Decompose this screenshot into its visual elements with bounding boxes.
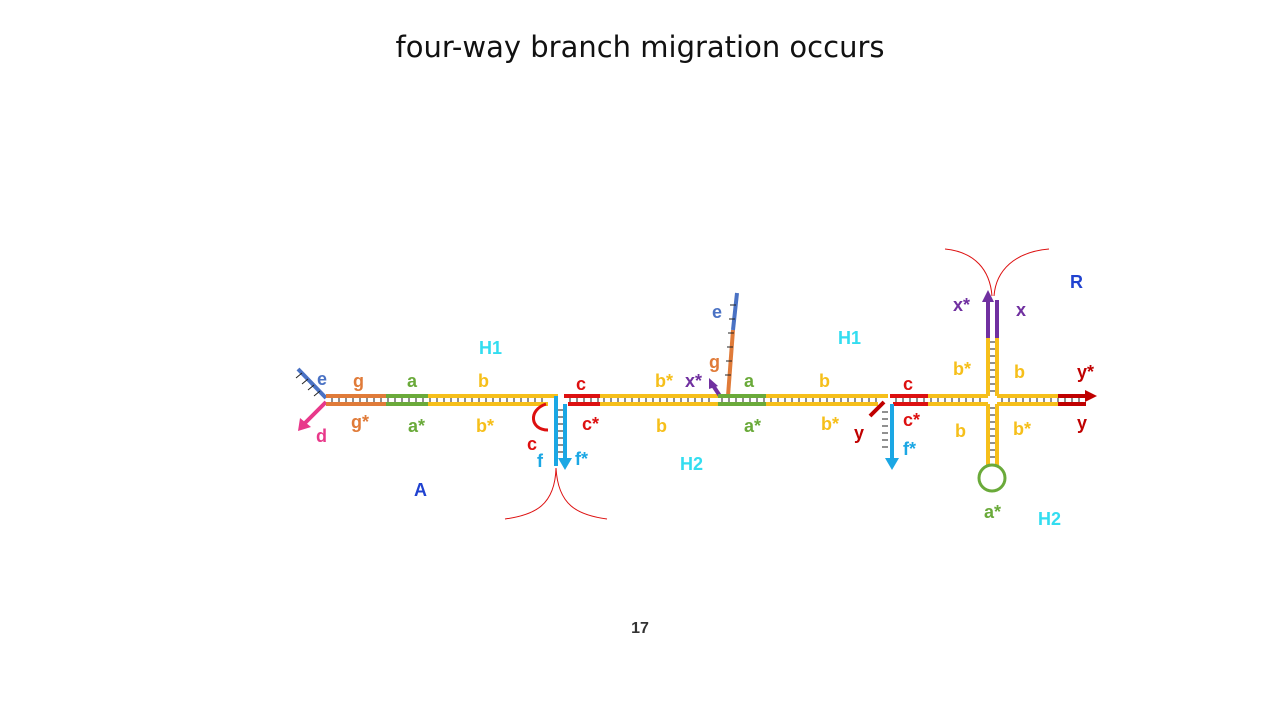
complex-label-r: R	[1070, 272, 1083, 292]
arrowhead-d	[298, 418, 311, 431]
label-g-left: g	[353, 371, 364, 391]
label-x-star-mid: x*	[685, 371, 702, 391]
strand-c-loop	[532, 402, 549, 432]
label-y-right: y	[1077, 413, 1087, 433]
base-pair-ticks	[295, 304, 1080, 458]
label-a-left: a	[407, 371, 418, 391]
arrowhead-x-star-up	[982, 290, 994, 302]
label-y-star: y*	[1077, 362, 1094, 382]
arrowhead-x-star-mid	[709, 378, 718, 389]
label-f-star-right: f*	[903, 439, 916, 459]
label-f-left: f	[537, 451, 544, 471]
label-d: d	[316, 426, 327, 446]
label-e-mid: e	[712, 302, 722, 322]
thin-arc-left-b	[555, 467, 608, 520]
label-b-star-mid-right: b*	[821, 414, 839, 434]
label-a-star-mid: a*	[744, 416, 761, 436]
label-g-star-left: g*	[351, 412, 369, 432]
label-b-mid-bottom: b	[656, 416, 667, 436]
base-pair-tick	[307, 384, 315, 391]
thin-arc-right-a	[944, 248, 993, 297]
label-e-left: e	[317, 369, 327, 389]
strand-e-mid	[731, 292, 739, 331]
thin-arc-right-b	[993, 248, 1050, 297]
label-b-right-top: b	[1014, 362, 1025, 382]
complex-label-a: A	[414, 480, 427, 500]
label-h2-right: H2	[1038, 509, 1061, 529]
base-pair-tick	[295, 372, 303, 379]
complex-label-h1-right: H1	[838, 328, 861, 348]
strand-a-star-loop	[977, 463, 1007, 493]
label-c-left-top: c	[576, 374, 586, 394]
label-c-loop: c	[527, 434, 537, 454]
label-c-star-left: c*	[582, 414, 599, 434]
slide-title: four-way branch migration occurs	[395, 30, 885, 64]
label-a-mid: a	[744, 371, 755, 391]
arrowhead-f-star-right	[885, 458, 899, 470]
label-c-star-right: c*	[903, 410, 920, 430]
complex-label-h1-left: H1	[479, 338, 502, 358]
arrowhead-y-star	[1085, 390, 1097, 402]
label-b-mid-right: b	[819, 371, 830, 391]
label-a-star-right: a*	[984, 502, 1001, 522]
label-f-star-left: f*	[575, 449, 588, 469]
label-b-star-right-bottom: b*	[1013, 419, 1031, 439]
label-h2-mid: H2	[680, 454, 703, 474]
label-a-star-left: a*	[408, 416, 425, 436]
label-b-star-mid: b*	[655, 371, 673, 391]
label-b-star-left: b*	[476, 416, 494, 436]
label-x-star-right: x*	[953, 295, 970, 315]
strand-d	[302, 400, 328, 426]
label-g-mid: g	[709, 352, 720, 372]
strand-y-left	[868, 400, 886, 418]
label-x-right: x	[1016, 300, 1026, 320]
label-b-left: b	[478, 371, 489, 391]
base-pair-tick	[301, 378, 309, 385]
thin-arc-left-a	[504, 467, 557, 520]
strand-g-mid	[726, 329, 735, 397]
base-pair-tick	[313, 390, 321, 397]
label-b-right-bottom: b	[955, 421, 966, 441]
arrowhead-f-star	[558, 458, 572, 470]
label-y-left: y	[854, 423, 864, 443]
label-c-right-top: c	[903, 374, 913, 394]
strand-e-left	[296, 367, 328, 400]
page-number: 17	[631, 620, 649, 637]
label-b-star-right-top: b*	[953, 359, 971, 379]
